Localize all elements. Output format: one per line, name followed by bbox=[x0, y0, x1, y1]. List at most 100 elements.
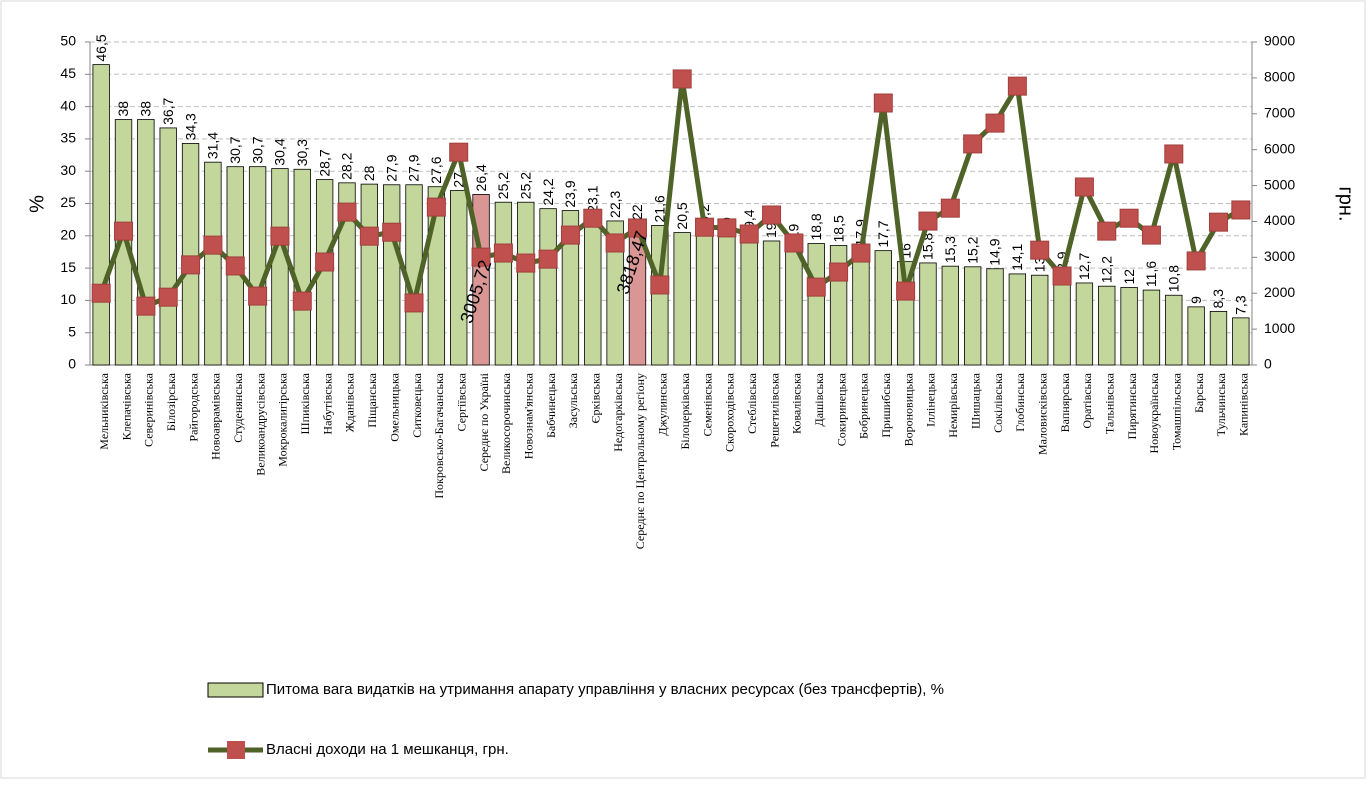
x-tick-label: Томашпільська bbox=[1170, 372, 1184, 450]
x-tick-label: Семенівська bbox=[700, 372, 714, 436]
x-tick-label: Сергіївська bbox=[454, 372, 468, 431]
line-marker bbox=[650, 275, 670, 295]
y-tick-label: 15 bbox=[60, 259, 76, 275]
x-tick-label: Новознам'янська bbox=[522, 372, 536, 459]
bar bbox=[919, 262, 937, 366]
line-marker bbox=[784, 233, 804, 253]
x-tick-label: Стеблівська bbox=[745, 372, 759, 434]
bar bbox=[1098, 285, 1116, 366]
y2-tick-label: 6000 bbox=[1264, 140, 1295, 156]
line-marker bbox=[248, 286, 268, 306]
line-marker bbox=[1164, 144, 1184, 164]
line-marker bbox=[1007, 76, 1027, 96]
line-marker bbox=[1186, 251, 1206, 271]
line-marker bbox=[404, 293, 424, 313]
x-tick-label: Немирівська bbox=[946, 372, 960, 437]
bar-value-label: 30,7 bbox=[249, 136, 265, 163]
x-tick-label: Бобринецька bbox=[857, 372, 871, 439]
line-marker bbox=[627, 218, 647, 238]
bar bbox=[383, 184, 401, 366]
x-tick-label: Бабчинецька bbox=[544, 372, 558, 438]
bar bbox=[494, 201, 513, 366]
bar bbox=[1053, 281, 1071, 366]
bar-value-label: 15,2 bbox=[964, 236, 980, 263]
y-tick-label: 40 bbox=[60, 97, 76, 113]
line-marker bbox=[1231, 200, 1251, 220]
bar-value-label: 27,9 bbox=[383, 154, 399, 181]
line-marker bbox=[963, 134, 983, 154]
bar-value-label: 31,4 bbox=[205, 132, 221, 159]
y2-tick-label: 9000 bbox=[1264, 33, 1295, 49]
legend-label: Питома вага видатків на утримання апарат… bbox=[266, 681, 944, 698]
bar-value-label: 23,9 bbox=[562, 180, 578, 207]
line-marker bbox=[985, 113, 1005, 133]
bar bbox=[1120, 287, 1138, 366]
x-tick-label: Скороходівська bbox=[723, 372, 737, 452]
y2-tick-label: 0 bbox=[1264, 356, 1272, 372]
bar-value-label: 38 bbox=[115, 101, 131, 117]
x-tick-label: Пришибська bbox=[879, 372, 893, 437]
x-tick-label: Пирятинська bbox=[1125, 372, 1139, 439]
bar-value-label: 25,2 bbox=[517, 172, 533, 199]
bar-value-label: 21,6 bbox=[652, 195, 668, 222]
bar bbox=[561, 210, 580, 366]
line-marker bbox=[382, 222, 402, 242]
x-tick-label: Клепачівська bbox=[119, 372, 133, 440]
line-marker bbox=[91, 283, 111, 303]
bar bbox=[181, 143, 200, 366]
x-tick-label: Решетилівська bbox=[767, 372, 781, 447]
line-marker bbox=[560, 225, 580, 245]
y-tick-label: 5 bbox=[68, 323, 76, 339]
x-tick-label: Барська bbox=[1192, 372, 1206, 413]
line-marker bbox=[1097, 221, 1117, 241]
bar-value-label: 26,4 bbox=[473, 164, 489, 191]
line-marker bbox=[181, 255, 201, 275]
line-marker bbox=[158, 287, 178, 307]
x-tick-label: Тульчинська bbox=[1214, 372, 1228, 436]
bar-value-label: 15,3 bbox=[942, 236, 958, 263]
x-tick-label: Дашівська bbox=[812, 372, 826, 426]
y2-tick-label: 2000 bbox=[1264, 284, 1295, 300]
bar-value-label: 10,8 bbox=[1165, 265, 1181, 292]
x-tick-label: Мокрокалигірська bbox=[276, 372, 290, 466]
x-tick-label: Глобинська bbox=[1013, 372, 1027, 431]
line-marker bbox=[516, 253, 536, 273]
bar-value-label: 28,2 bbox=[339, 152, 355, 179]
bar bbox=[271, 168, 289, 366]
line-marker bbox=[672, 69, 692, 89]
bar bbox=[1031, 274, 1049, 366]
x-tick-label: Капинівська bbox=[1237, 372, 1251, 436]
line-marker bbox=[203, 235, 223, 255]
y-tick-label: 0 bbox=[68, 356, 76, 372]
bar-value-label: 27,9 bbox=[406, 154, 422, 181]
bar-value-label: 25,2 bbox=[495, 172, 511, 199]
bar-value-label: 14,9 bbox=[987, 238, 1003, 265]
line-marker bbox=[1074, 177, 1094, 197]
bar bbox=[762, 240, 781, 366]
x-tick-label: Новоаврамівська bbox=[209, 372, 223, 460]
line-marker bbox=[426, 197, 446, 217]
bar bbox=[114, 119, 133, 366]
x-tick-label: Северинівська bbox=[142, 372, 156, 447]
bar-value-label: 7,3 bbox=[1233, 295, 1249, 315]
x-tick-label: Сокілівська bbox=[991, 372, 1005, 433]
line-marker bbox=[851, 243, 871, 263]
bar-value-label: 8,3 bbox=[1210, 289, 1226, 309]
x-tick-label: Джулинська bbox=[656, 372, 670, 435]
bar bbox=[606, 220, 624, 366]
x-tick-label: Іллінецька bbox=[924, 372, 938, 427]
line-marker bbox=[337, 202, 357, 222]
bar-value-label: 12,2 bbox=[1098, 256, 1114, 283]
x-tick-label: Білоцерківська bbox=[678, 372, 692, 449]
legend-marker bbox=[227, 741, 245, 759]
line-marker bbox=[449, 142, 469, 162]
line-marker bbox=[1030, 240, 1050, 260]
bar bbox=[785, 241, 803, 366]
bar bbox=[1232, 317, 1250, 366]
bar-value-label: 30,3 bbox=[294, 139, 310, 166]
y-tick-label: 20 bbox=[60, 227, 76, 243]
x-tick-label: Засульська bbox=[566, 372, 580, 428]
bar bbox=[740, 239, 758, 366]
x-tick-label: Середнє по Україні bbox=[477, 372, 491, 471]
